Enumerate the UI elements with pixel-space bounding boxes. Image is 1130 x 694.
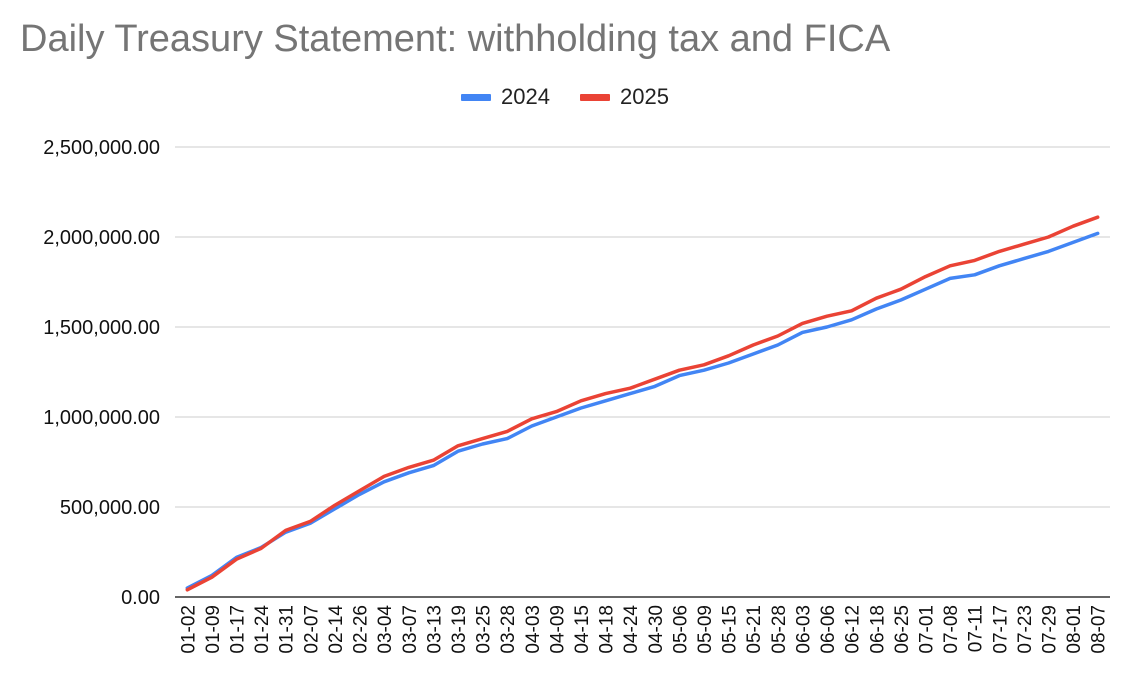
x-tick-label: 04-18 <box>597 605 618 654</box>
x-tick-label: 03-25 <box>474 605 495 654</box>
x-tick-label: 07-17 <box>990 605 1011 654</box>
legend-item-2024: 2024 <box>461 84 550 110</box>
legend-swatch-2025 <box>580 93 610 101</box>
x-tick-label: 04-09 <box>547 605 568 654</box>
x-tick-label: 03-13 <box>424 605 445 654</box>
x-tick-label: 04-24 <box>621 605 642 654</box>
x-tick-label: 06-06 <box>818 605 839 654</box>
x-tick-label: 05-21 <box>744 605 765 654</box>
x-axis: 01-02 01-09 01-17 01-24 01-31 02-07 02-14 02-26… <box>178 605 1109 654</box>
y-tick-label: 1,000,000.00 <box>43 407 160 429</box>
legend: 2024 2025 <box>0 84 1130 110</box>
x-tick-label: 01-31 <box>277 605 298 654</box>
x-tick-label: 07-08 <box>941 605 962 654</box>
legend-label-2025: 2025 <box>620 84 669 109</box>
x-tick-label: 02-07 <box>301 605 322 654</box>
legend-swatch-2024 <box>461 93 492 101</box>
chart-title: Daily Treasury Statement: withholding ta… <box>20 18 891 60</box>
y-tick-label: 2,000,000.00 <box>43 227 160 249</box>
x-tick-label: 07-01 <box>916 605 937 654</box>
gridlines <box>175 146 1110 598</box>
x-tick-label: 03-07 <box>400 605 421 654</box>
x-tick-label: 07-23 <box>1015 605 1036 654</box>
x-tick-label: 05-15 <box>720 605 741 654</box>
y-tick-label: 500,000.00 <box>60 497 160 519</box>
x-tick-label: 05-28 <box>769 605 790 654</box>
x-tick-label: 04-03 <box>523 605 544 654</box>
x-tick-label: 08-01 <box>1064 605 1085 654</box>
legend-item-2025: 2025 <box>580 84 669 110</box>
y-tick-label: 1,500,000.00 <box>43 317 160 339</box>
x-tick-label: 08-07 <box>1089 605 1110 654</box>
x-tick-label: 06-03 <box>793 605 814 654</box>
x-tick-label: 07-11 <box>966 605 987 652</box>
x-tick-label: 01-24 <box>252 605 273 654</box>
legend-label-2024: 2024 <box>501 84 550 109</box>
x-tick-label: 04-15 <box>572 605 593 654</box>
x-tick-label: 06-12 <box>843 605 864 654</box>
x-tick-label: 05-06 <box>670 605 691 654</box>
x-tick-label: 01-17 <box>228 605 249 654</box>
x-tick-label: 02-26 <box>351 605 372 654</box>
x-tick-label: 06-18 <box>867 605 888 654</box>
y-axis: 0.00 500,000.00 1,000,000.00 1,500,000.00 2,… <box>43 137 160 609</box>
x-tick-label: 03-19 <box>449 605 470 654</box>
x-tick-label: 05-09 <box>695 605 716 654</box>
x-tick-label: 06-25 <box>892 605 913 654</box>
x-tick-label: 03-04 <box>375 605 396 654</box>
x-tick-label: 03-28 <box>498 605 519 654</box>
x-tick-label: 01-02 <box>178 605 199 654</box>
series-line-2024 <box>185 231 1100 590</box>
x-tick-label: 04-30 <box>646 605 667 654</box>
series-lines <box>185 215 1100 592</box>
x-tick-label: 07-29 <box>1039 605 1060 654</box>
x-tick-label: 02-14 <box>326 605 347 654</box>
y-tick-label: 0.00 <box>121 587 160 609</box>
series-line-2025 <box>185 215 1100 592</box>
y-tick-label: 2,500,000.00 <box>43 137 160 159</box>
x-tick-label: 01-09 <box>203 605 224 654</box>
